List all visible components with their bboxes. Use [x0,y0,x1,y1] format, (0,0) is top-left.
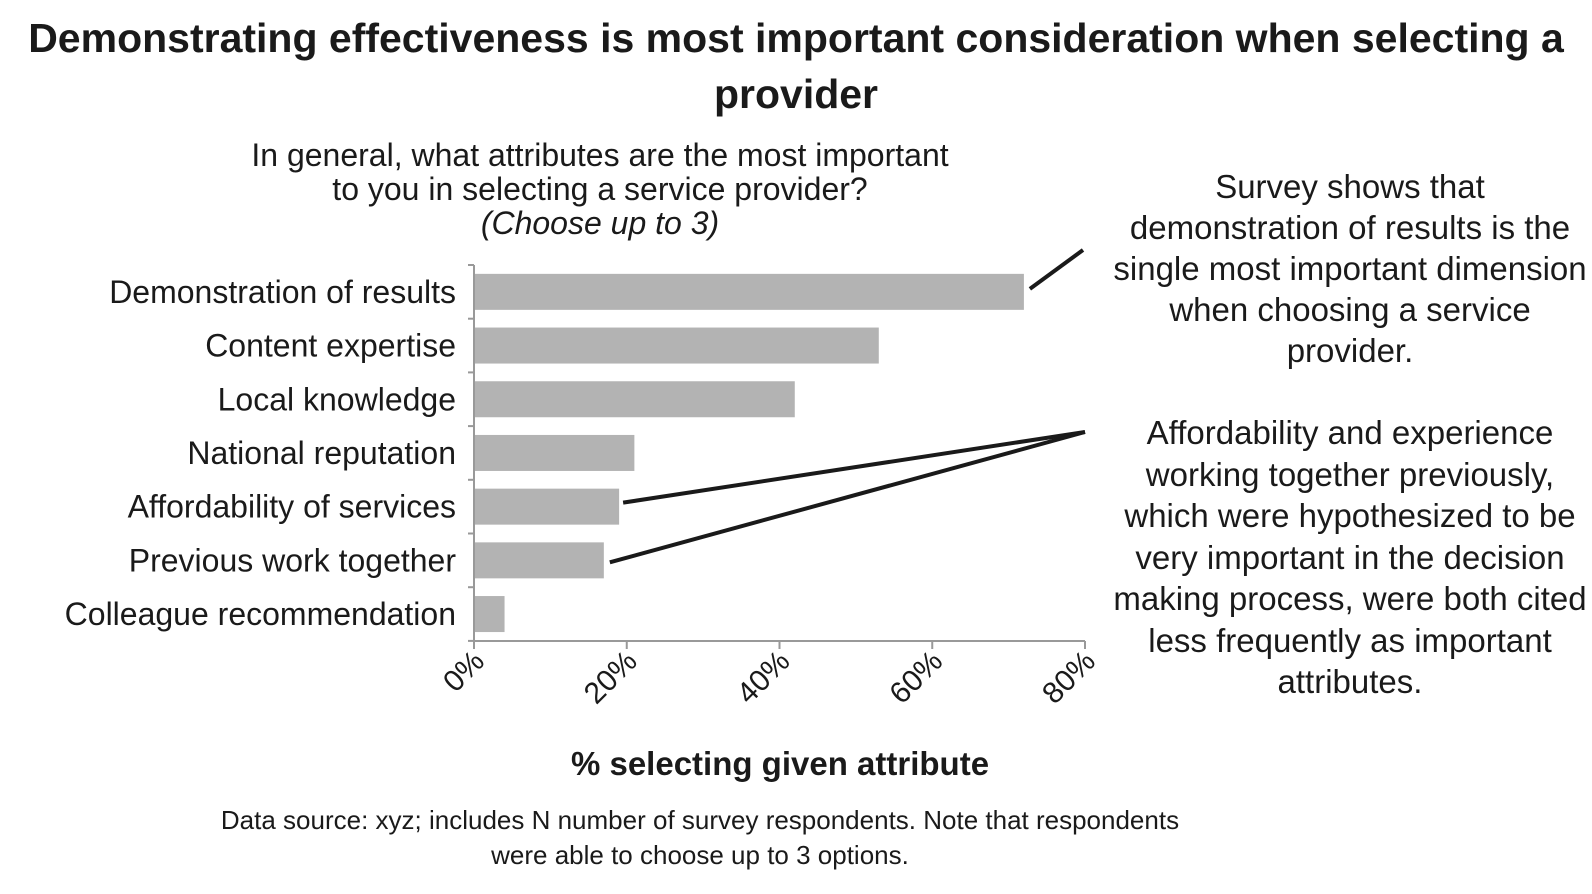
category-labels: Demonstration of results Content expertis… [65,274,457,632]
bar-0 [474,273,1024,310]
category-label-1: Content expertise [205,328,456,364]
bar-6 [474,596,505,633]
question-line-2: to you in selecting a service provider? [332,171,868,207]
callout-line-affordability [622,430,1086,505]
callout-line-results [1028,248,1085,291]
survey-question: In general, what attributes are the most… [150,138,1050,240]
bar-3 [474,434,635,471]
x-axis-title: % selecting given attribute [570,745,990,782]
callout-line-previous-work [609,430,1086,565]
chart-title: Demonstrating effectiveness is most impo… [28,15,1564,117]
category-label-0: Demonstration of results [109,274,456,310]
x-tick-label-1: 20% [578,645,644,711]
bar-5 [474,542,604,579]
bar-1 [474,327,879,364]
bar-4 [474,488,620,525]
category-label-5: Previous work together [129,542,457,578]
tick-labels: 0% 20% 40% 60% 80% [437,645,1102,711]
source-note: Data source: xyz; includes N number of s… [220,805,1180,870]
bars-group [474,273,1024,633]
x-tick-label-0: 0% [437,645,491,699]
question-line-1: In general, what attributes are the most… [251,137,949,173]
callout-results: Survey shows that demonstration of resul… [1113,168,1587,369]
axes [468,264,1086,649]
callout-lines [609,248,1086,565]
x-tick-label-3: 60% [883,645,949,711]
category-label-4: Affordability of services [128,489,456,525]
category-label-2: Local knowledge [218,381,456,417]
category-label-6: Colleague recommendation [65,596,456,632]
question-note: (Choose up to 3) [480,205,720,241]
x-tick-label-2: 40% [731,645,797,711]
category-label-3: National reputation [187,435,456,471]
bar-2 [474,381,795,418]
x-tick-label-4: 80% [1036,645,1102,711]
callout-affordability: Affordability and experience working tog… [1113,414,1587,700]
